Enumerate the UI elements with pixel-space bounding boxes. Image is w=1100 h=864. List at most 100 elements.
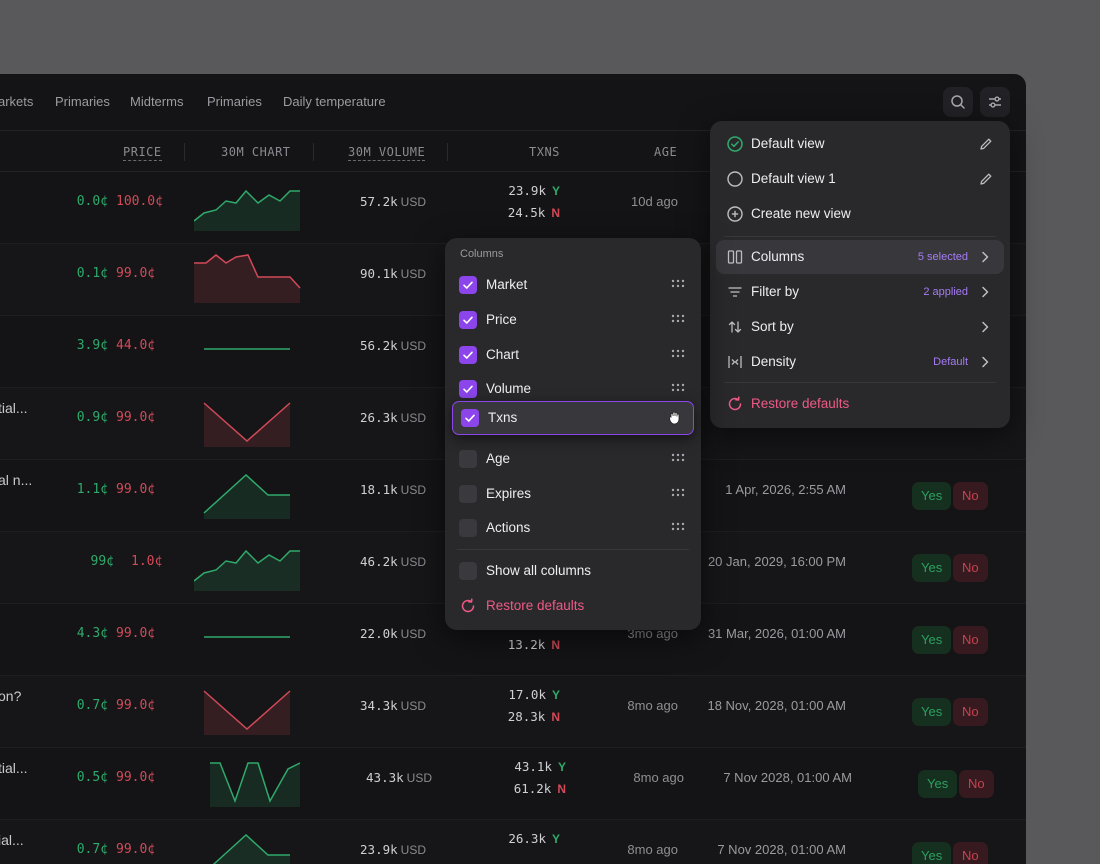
volume-amount: 46.2k [360, 554, 398, 569]
market-name[interactable]: ial... [0, 832, 24, 848]
view-option-default-1[interactable]: Default view 1 [716, 162, 1004, 196]
drag-handle-icon[interactable] [671, 383, 685, 393]
drag-handle-icon[interactable] [671, 279, 685, 289]
volume-amount: 43.3k [366, 770, 404, 785]
show-all-columns-toggle[interactable]: Show all columns [451, 555, 695, 587]
no-button[interactable]: No [953, 698, 988, 726]
create-view-label: Create new view [751, 206, 851, 221]
column-item-txns[interactable]: Txns [452, 401, 694, 435]
txn-no-line: 24.5k N [490, 202, 560, 224]
column-label: Chart [486, 347, 520, 362]
view-option-default[interactable]: Default view [716, 127, 1004, 161]
checkbox[interactable] [459, 380, 477, 398]
table-row[interactable]: ial... 0.7¢ 99.0¢ 23.9k USD 26.3k Y 8mo ag… [0, 820, 1026, 864]
header-txns[interactable]: TXNS [529, 145, 560, 159]
drag-handle-icon[interactable] [671, 453, 685, 463]
density-option[interactable]: Density Default [716, 345, 1004, 379]
market-name[interactable]: on? [0, 688, 22, 704]
nav-tab-primaries[interactable]: Primaries [55, 94, 110, 109]
top-nav: arkets Primaries Midterms Primaries Dail… [0, 74, 1026, 130]
no-button[interactable]: No [953, 482, 988, 510]
check-icon [463, 281, 473, 289]
no-button[interactable]: No [959, 770, 994, 798]
check-icon [463, 385, 473, 393]
column-item-price[interactable]: Price [451, 304, 695, 336]
table-row[interactable]: on? 0.7¢ 99.0¢ 34.3k USD 17.0k Y 28.3k N 8m… [0, 676, 1026, 748]
no-button[interactable]: No [953, 842, 988, 864]
age-value: 8mo ago [627, 698, 678, 713]
filter-by-option[interactable]: Filter by 2 applied [716, 275, 1004, 309]
market-name[interactable]: al n... [0, 472, 33, 488]
checkbox[interactable] [459, 519, 477, 537]
yes-button[interactable]: Yes [912, 482, 952, 510]
column-item-actions[interactable]: Actions [451, 512, 695, 544]
drag-handle-icon[interactable] [671, 314, 685, 324]
columns-restore-defaults-button[interactable]: Restore defaults [451, 590, 695, 622]
market-name[interactable]: tial... [0, 760, 28, 776]
market-name[interactable]: tial... [0, 400, 28, 416]
yes-button[interactable]: Yes [912, 698, 952, 726]
volume-amount: 56.2k [360, 338, 398, 353]
drag-handle-icon[interactable] [671, 488, 685, 498]
no-price: 99.0¢ [116, 842, 156, 857]
view-settings-button[interactable] [980, 87, 1010, 117]
nav-tab-daily-temperature[interactable]: Daily temperature [283, 94, 386, 109]
checkbox[interactable] [459, 276, 477, 294]
restore-defaults-button[interactable]: Restore defaults [716, 387, 1004, 421]
checkbox[interactable] [461, 409, 479, 427]
table-row[interactable]: al n... 1.1¢ 99.0¢ 18.1k USD 1 Apr, 2026,… [0, 460, 1026, 532]
drag-handle-icon[interactable] [671, 349, 685, 359]
pencil-icon[interactable] [978, 171, 994, 187]
sparkline-chart [204, 636, 290, 638]
yes-price: 0.7¢ [76, 842, 108, 857]
sort-by-option[interactable]: Sort by [716, 310, 1004, 344]
drag-handle-icon[interactable] [671, 522, 685, 532]
txn-no-letter: N [551, 206, 560, 220]
create-new-view-button[interactable]: Create new view [716, 197, 1004, 231]
checkbox[interactable] [459, 485, 477, 503]
table-row[interactable]: tial... 0.5¢ 99.0¢ 43.3k USD 43.1k Y 61.2k… [0, 748, 1026, 820]
grab-cursor-icon[interactable] [667, 408, 683, 426]
header-age[interactable]: AGE [654, 145, 678, 159]
header-chart[interactable]: 30M CHART [221, 145, 291, 159]
age-value: 8mo ago [633, 770, 684, 785]
column-item-age[interactable]: Age [451, 443, 695, 475]
search-button[interactable] [943, 87, 973, 117]
columns-option[interactable]: Columns 5 selected [716, 240, 1004, 274]
column-label: Txns [488, 410, 518, 425]
no-button[interactable]: No [953, 626, 988, 654]
txn-no-letter: N [551, 710, 560, 724]
yes-price: 4.3¢ [76, 626, 108, 641]
header-price[interactable]: PRICE [123, 145, 162, 161]
volume-value: 22.0k USD [360, 626, 426, 641]
txn-yes-letter: Y [551, 184, 560, 198]
table-row[interactable]: 4.3¢ 99.0¢ 22.0k USD 13.2k N 3mo ago 31 Ma… [0, 604, 1026, 676]
checkbox[interactable] [459, 450, 477, 468]
yes-button[interactable]: Yes [918, 770, 958, 798]
column-item-market[interactable]: Market [451, 269, 695, 301]
yes-button[interactable]: Yes [912, 554, 952, 582]
checkbox[interactable] [459, 346, 477, 364]
volume-unit: USD [400, 843, 426, 857]
column-item-volume[interactable]: Volume [451, 373, 695, 405]
columns-panel: Columns Market Price Chart Volume [445, 238, 701, 630]
no-price: 99.0¢ [116, 770, 156, 785]
yes-price: 0.9¢ [76, 410, 108, 425]
column-item-chart[interactable]: Chart [451, 339, 695, 371]
nav-tab-primaries-2[interactable]: Primaries [207, 94, 262, 109]
sparkline-chart [203, 473, 290, 519]
nav-tab-midterms[interactable]: Midterms [130, 94, 184, 109]
checkbox[interactable] [459, 311, 477, 329]
volume-value: 90.1k USD [360, 266, 426, 281]
yes-button[interactable]: Yes [912, 842, 952, 864]
checkbox[interactable] [459, 562, 477, 580]
yes-button[interactable]: Yes [912, 626, 952, 654]
no-price: 99.0¢ [116, 266, 156, 281]
nav-tab-markets[interactable]: arkets [0, 94, 34, 109]
yes-price: 0.7¢ [76, 698, 108, 713]
column-item-expires[interactable]: Expires [451, 478, 695, 510]
yes-price: 0.1¢ [76, 266, 108, 281]
header-volume[interactable]: 30M VOLUME [348, 145, 426, 161]
no-button[interactable]: No [953, 554, 988, 582]
pencil-icon[interactable] [978, 136, 994, 152]
